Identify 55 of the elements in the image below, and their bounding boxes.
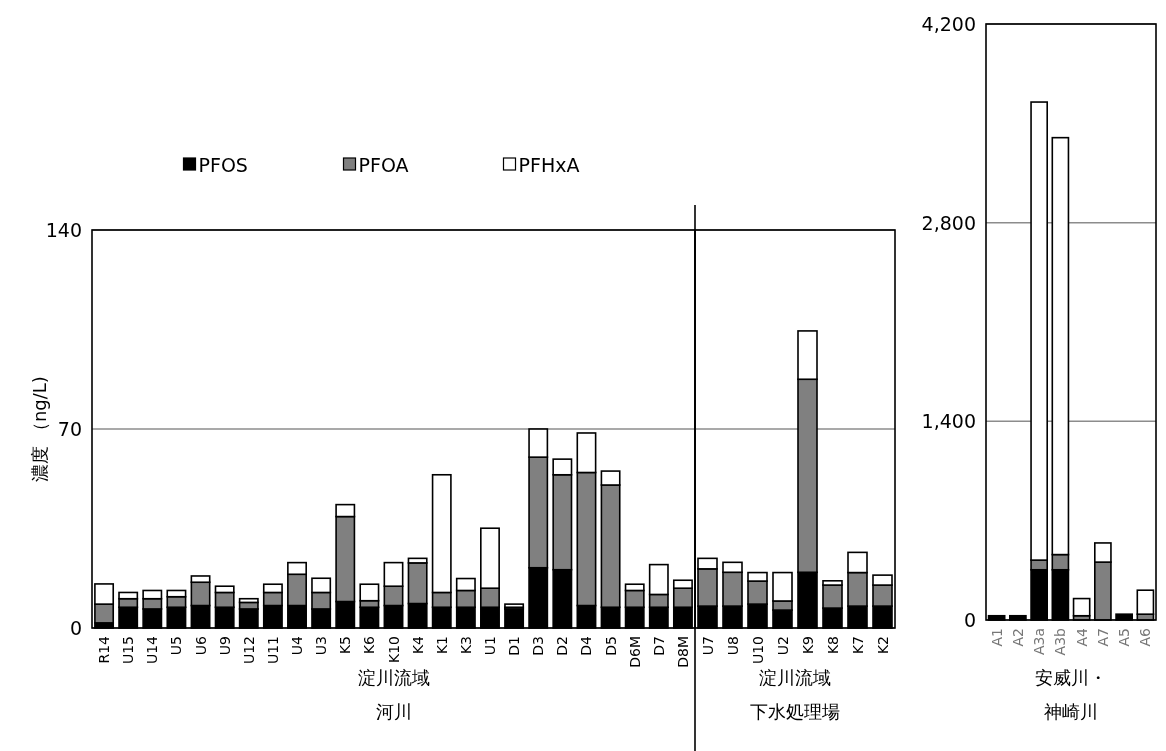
y-tick-label: 2,800 xyxy=(921,211,976,234)
x-tick-label: K5 xyxy=(337,636,354,655)
x-tick-label: K4 xyxy=(409,635,426,655)
x-tick-label: U2 xyxy=(774,636,791,656)
x-tick-label: K6 xyxy=(361,635,378,655)
x-tick-label: U14 xyxy=(144,635,161,665)
legend-label: PFOA xyxy=(358,154,409,176)
x-tick-label: D1 xyxy=(506,636,523,656)
x-tick-label: A4 xyxy=(1073,627,1090,647)
x-tick-label: U5 xyxy=(168,636,185,656)
x-tick-label: U7 xyxy=(699,636,716,656)
x-tick-label: U4 xyxy=(289,635,306,656)
x-tick-label: D3 xyxy=(530,636,547,656)
x-tick-label: A6 xyxy=(1137,627,1154,647)
x-tick-label: K10 xyxy=(385,636,402,663)
legend-label: PFOS xyxy=(198,154,248,176)
x-tick-label: K9 xyxy=(799,636,816,655)
x-axis-title: 安威川・神崎川 xyxy=(1035,667,1107,722)
y-tick-label: 0 xyxy=(963,609,976,631)
x-axis-title: 淀川流域河川 xyxy=(357,667,430,722)
x-tick-label: R14 xyxy=(96,635,113,664)
x-tick-label: U15 xyxy=(120,636,137,665)
x-tick-label: U10 xyxy=(749,636,766,665)
x-axis-title: 淀川流域下水処理場 xyxy=(750,667,840,722)
x-tick-label: K3 xyxy=(457,636,474,655)
x-tick-label: A1 xyxy=(988,628,1005,647)
x-tick-label: U12 xyxy=(240,636,257,665)
x-tick-label: A5 xyxy=(1116,628,1133,647)
x-tick-label: K2 xyxy=(874,636,891,655)
y-tick-label: 70 xyxy=(57,418,82,440)
x-tick-label: A2 xyxy=(1009,628,1026,647)
y-axis-title: 濃度 （ng/L) xyxy=(29,376,50,482)
x-tick-label: A7 xyxy=(1094,628,1111,647)
x-tick-label: D4 xyxy=(578,635,595,656)
y-tick-label: 1,400 xyxy=(921,410,976,433)
x-tick-label: D8M xyxy=(674,636,691,668)
y-tick-label: 140 xyxy=(45,219,82,241)
x-tick-label: U3 xyxy=(313,636,330,656)
x-tick-label: U11 xyxy=(264,636,281,665)
x-tick-label: U8 xyxy=(724,636,741,656)
legend-label: PFHxA xyxy=(518,154,580,176)
x-tick-label: A3b xyxy=(1052,627,1069,656)
x-tick-label: K8 xyxy=(824,636,841,655)
y-tick-label: 4,200 xyxy=(921,13,976,35)
x-tick-label: U1 xyxy=(481,636,498,656)
x-tick-label: U9 xyxy=(216,636,233,656)
x-tick-label: D7 xyxy=(650,636,667,656)
x-tick-label: A3a xyxy=(1031,628,1048,656)
x-tick-label: U6 xyxy=(192,635,209,656)
y-tick-label: 0 xyxy=(69,617,82,639)
x-tick-label: D6M xyxy=(626,636,643,668)
x-tick-label: K7 xyxy=(849,636,866,655)
x-tick-label: D5 xyxy=(602,636,619,656)
x-tick-label: K1 xyxy=(433,636,450,655)
x-tick-label: D2 xyxy=(554,636,571,656)
